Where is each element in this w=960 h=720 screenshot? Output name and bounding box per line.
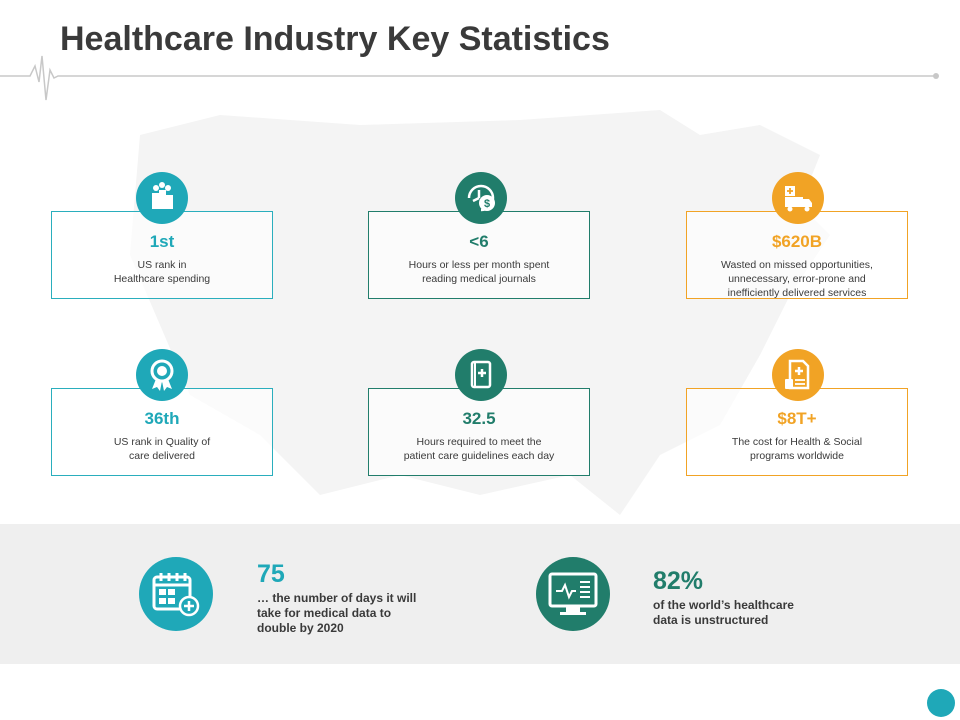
- stat-description: US rank in Healthcare spending: [113, 259, 211, 285]
- stat-value: 1st: [149, 232, 175, 251]
- stat-value: $620B: [771, 232, 823, 251]
- stat-description: Hours required to meet the patient care …: [403, 436, 555, 462]
- medical-document-icon: [772, 349, 824, 401]
- ranking-podium-icon: [136, 172, 188, 224]
- award-ribbon-icon: [136, 349, 188, 401]
- stat-description: US rank in Quality of care delivered: [113, 436, 211, 462]
- stat-description: Wasted on missed opportunities, unnecess…: [721, 259, 873, 299]
- svg-text:$: $: [484, 198, 490, 210]
- stat-card-social-cost: $8T+ The cost for Health & Social progra…: [686, 388, 908, 476]
- monitor-heartbeat-icon: [536, 557, 610, 631]
- stat-card-waste: $620B Wasted on missed opportunities, un…: [686, 211, 908, 299]
- stat-description: Hours or less per month spent reading me…: [408, 259, 550, 285]
- stat-card-spending-rank: 1st US rank in Healthcare spending: [51, 211, 273, 299]
- calendar-plus-icon: [139, 557, 213, 631]
- stat-value-unstructured: 82%: [653, 567, 704, 595]
- clock-dollar-icon: $: [455, 172, 507, 224]
- stat-card-reading-hours: <6 Hours or less per month spent reading…: [368, 211, 590, 299]
- stat-value: <6: [469, 232, 489, 251]
- stat-description: The cost for Health & Social programs wo…: [731, 436, 863, 462]
- stat-value: 36th: [144, 409, 180, 428]
- stat-card-quality-rank: 36th US rank in Quality of care delivere…: [51, 388, 273, 476]
- stat-card-guideline-hours: 32.5 Hours required to meet the patient …: [368, 388, 590, 476]
- corner-dot: [927, 689, 955, 717]
- medical-truck-icon: [772, 172, 824, 224]
- page-title: Healthcare Industry Key Statistics: [60, 20, 610, 58]
- usa-map-background: [130, 110, 830, 515]
- stat-value-days: 75: [257, 560, 285, 588]
- stat-value: 32.5: [462, 409, 496, 428]
- stat-value: $8T+: [777, 409, 817, 428]
- stat-description-unstructured: of the world’s healthcare data is unstru…: [653, 598, 794, 627]
- stat-description-days: … the number of days it will take for me…: [257, 591, 417, 635]
- medical-notebook-icon: [455, 349, 507, 401]
- heartbeat-divider: [0, 55, 939, 101]
